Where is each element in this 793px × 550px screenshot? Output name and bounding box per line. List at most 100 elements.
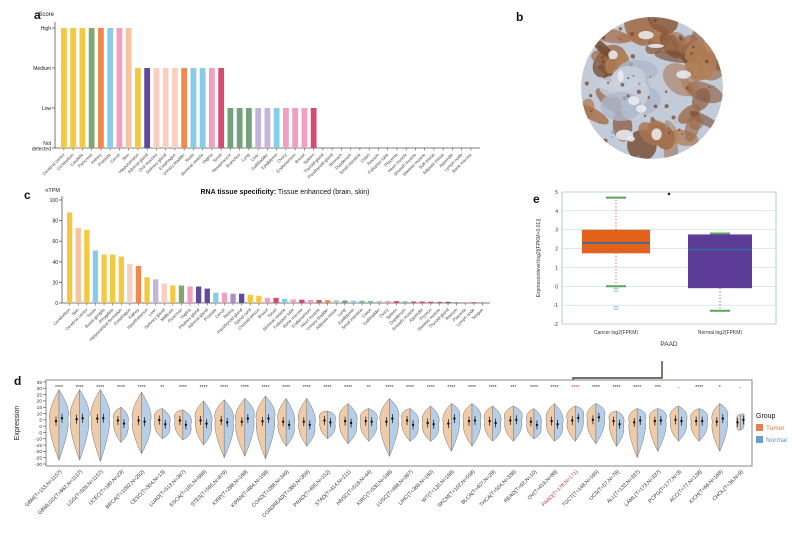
y-tick-label: 5 (39, 418, 42, 424)
violin-normal-half (554, 402, 564, 442)
ihc-speckle (691, 45, 695, 49)
normal-mean-dot (742, 418, 745, 422)
significance-marker: **** (96, 385, 104, 391)
significance-marker: **** (76, 385, 84, 391)
tumor-mean-dot (591, 418, 595, 422)
y-tick-label: 3 (555, 228, 558, 234)
tumor-mean-dot (385, 420, 388, 423)
ihc-speckle (664, 38, 667, 40)
ihc-speckle (603, 138, 608, 143)
normal-mean-dot (700, 419, 704, 423)
tumor-mean-dot (715, 420, 718, 423)
y-axis-title: nTPM (45, 188, 60, 194)
cancer-type-label: LGG(T=509,N=1157) (66, 469, 105, 508)
significance-marker: **** (447, 385, 455, 391)
violin-normal-half (162, 408, 171, 440)
normal-mean-dot (473, 419, 477, 422)
ihc-speckle (689, 128, 692, 131)
tissue-score-bar (135, 68, 141, 148)
ntpm-bar (239, 293, 245, 303)
cancer-type-label: KIRC(T=530,N=168) (356, 469, 394, 507)
violin-normal-half (306, 397, 316, 447)
tissue-label: Testis (86, 307, 97, 318)
ihc-speckle (588, 93, 593, 98)
tissue-score-bar (88, 28, 95, 148)
ihc-speckle (683, 134, 686, 137)
cancer-type-label: STAD(T=414,N=211) (314, 469, 353, 508)
y-tick-label: 20 (37, 399, 43, 405)
tumor-mean-dot (426, 421, 429, 425)
tumor-mean-dot (550, 419, 553, 423)
tumor-mean-dot (736, 421, 739, 424)
significance-marker: **** (138, 385, 146, 391)
normal-mean-dot (60, 417, 64, 420)
ntpm-bar (402, 301, 408, 303)
ihc-white-gap (676, 70, 692, 79)
y-tick-label: 100 (50, 198, 59, 204)
violin-tumor-half (401, 408, 411, 442)
box (688, 234, 752, 289)
violin-normal-half (265, 395, 276, 460)
normal-mean-dot (267, 417, 270, 420)
tissue-score-bar (107, 28, 114, 148)
ihc-speckle (630, 54, 636, 59)
panel-letter-b: b (516, 10, 524, 24)
violin-tumor-half (442, 402, 452, 453)
significance-marker: **** (323, 385, 331, 391)
panel-letter-e: e (533, 192, 540, 206)
y-tick-label: 10 (37, 411, 43, 417)
tissue-score-bar (98, 28, 104, 148)
ihc-speckle (618, 27, 623, 31)
tumor-mean-dot (488, 419, 491, 423)
ihc-speckle (712, 85, 715, 88)
normal-mean-dot (226, 421, 229, 424)
normal-mean-dot (246, 417, 250, 420)
y-tick-label: 60 (52, 239, 58, 245)
y-tick-label: -1 (554, 303, 559, 309)
normal-mean-dot (122, 422, 126, 425)
ihc-speckle (704, 59, 709, 64)
significance-marker: **** (406, 385, 414, 391)
tissue-label: Skin (121, 152, 131, 162)
violin-tumor-half (338, 402, 349, 445)
significance-marker: **** (179, 385, 187, 391)
violin-tumor-half (526, 408, 535, 440)
tumor-mean-dot (261, 420, 264, 423)
normal-mean-dot (639, 419, 642, 422)
tissue-score-bar (209, 68, 215, 148)
violin-tumor-half (503, 405, 514, 442)
violin-normal-half (327, 410, 336, 440)
ntpm-bar (75, 227, 81, 303)
y-tick-label-not-detected: Not detected (32, 141, 52, 153)
ihc-image-group (581, 17, 723, 159)
y-tick-label: 1 (555, 265, 558, 271)
tissue-score-bar (116, 28, 123, 148)
significance-marker: **** (117, 385, 125, 391)
ihc-speckle (636, 155, 641, 159)
cancer-type-label: COAD(T=288,N=349) (251, 469, 291, 509)
group-label: Cancer log2(FPKM) (594, 330, 639, 336)
normal-mean-dot (184, 423, 188, 427)
ntpm-bar (135, 265, 142, 303)
tissue-score-bar (181, 68, 188, 148)
normal-mean-dot (494, 421, 497, 425)
y-axis-title: Expression (14, 406, 21, 441)
ihc-speckle (590, 110, 593, 113)
outlier-point (613, 305, 619, 311)
plot-frame (45, 379, 753, 467)
ntpm-bar (299, 299, 305, 303)
legend-swatch-tumor (756, 424, 763, 431)
ntpm-bar (230, 293, 236, 303)
y-tick-label: 0 (555, 284, 558, 290)
tissue-score-bar (301, 108, 308, 148)
violin-tumor-half (90, 388, 101, 462)
cancer-type-label: LAML(T=173,N=337) (624, 469, 663, 508)
violin-normal-half (575, 405, 585, 443)
ihc-blue-patch (600, 91, 642, 122)
significance-marker: - (740, 385, 742, 391)
cancer-type-label: STES(T=595,N=879) (190, 469, 229, 508)
ihc-speckle (627, 77, 630, 80)
violin-tumor-half (669, 405, 679, 442)
ntpm-bar (454, 301, 460, 303)
